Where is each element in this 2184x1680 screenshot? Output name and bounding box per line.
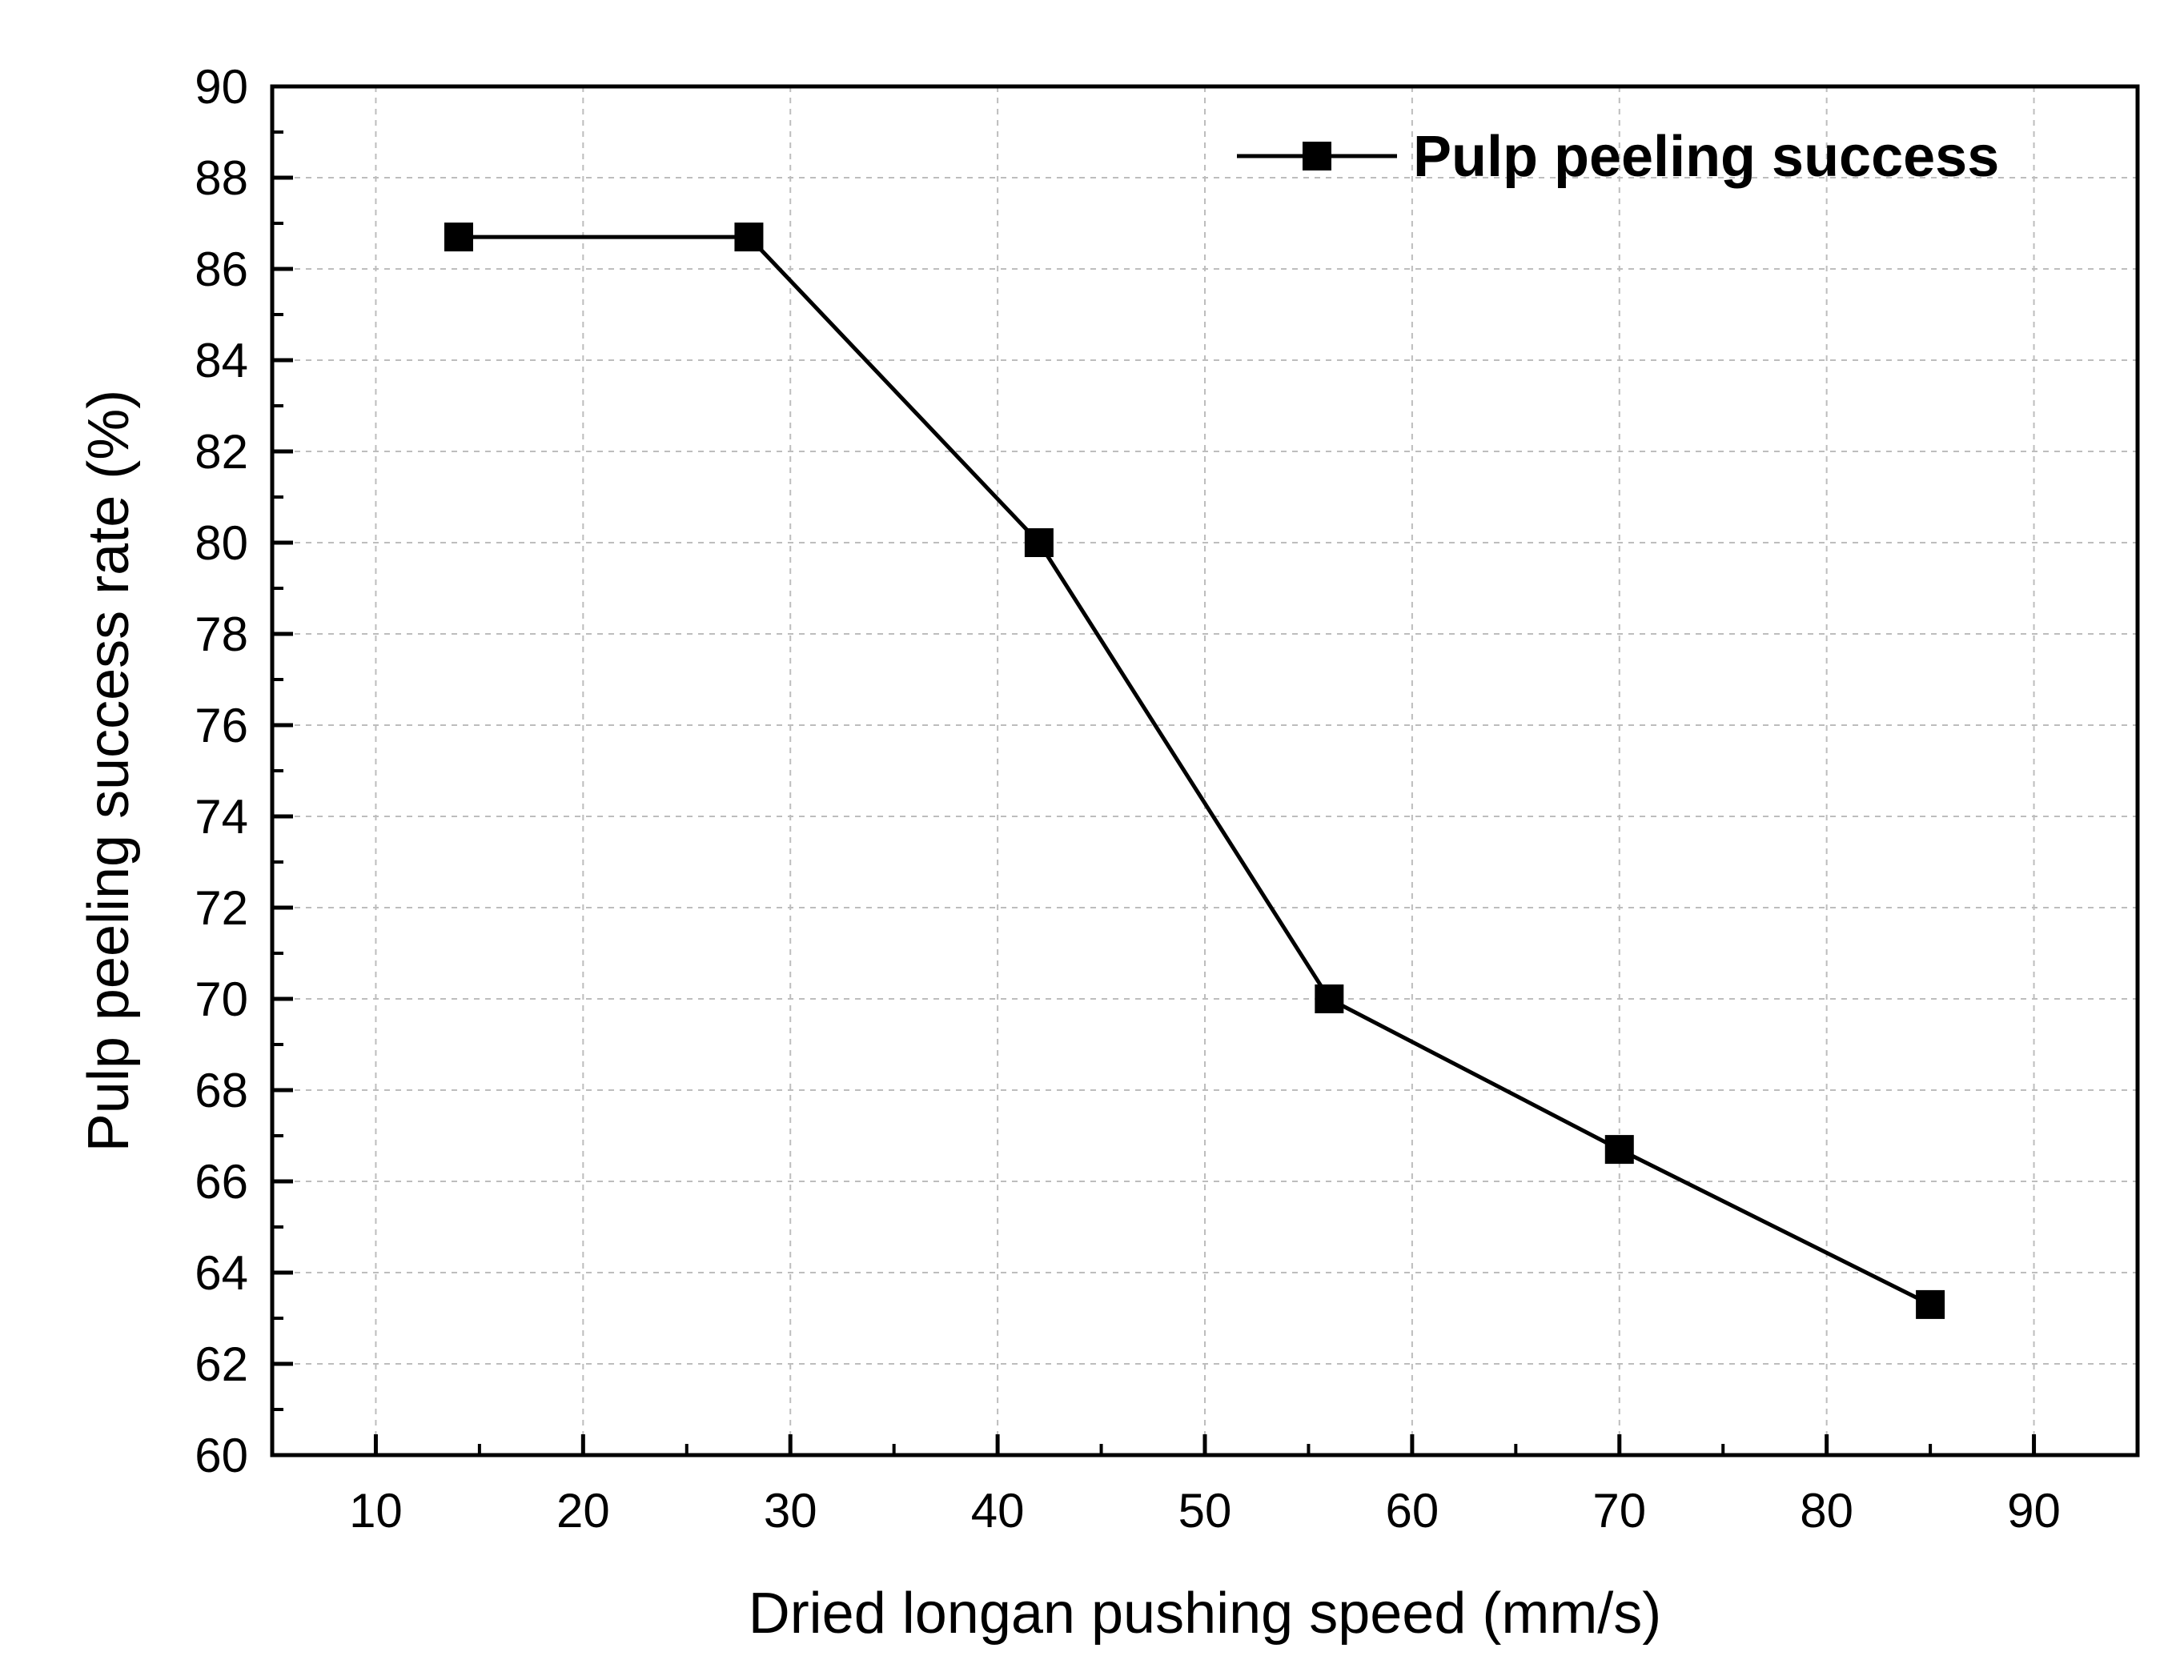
y-tick-label: 60 bbox=[195, 1429, 248, 1482]
y-tick-label: 70 bbox=[195, 972, 248, 1026]
x-tick-label: 60 bbox=[1386, 1484, 1439, 1538]
data-point-marker bbox=[734, 223, 764, 252]
axis-ticks bbox=[272, 84, 2037, 1457]
y-tick-label: 76 bbox=[195, 699, 248, 752]
x-axis-tick-labels: 10 20 30 40 50 60 70 80 90 bbox=[349, 1484, 2061, 1538]
series-line bbox=[459, 235, 1932, 1307]
y-tick-label: 80 bbox=[195, 516, 248, 570]
y-tick-label: 64 bbox=[195, 1246, 248, 1300]
x-tick-label: 40 bbox=[971, 1484, 1025, 1538]
data-point-marker bbox=[1916, 1289, 1945, 1319]
data-point-marker bbox=[1604, 1135, 1634, 1165]
y-tick-label: 68 bbox=[195, 1064, 248, 1117]
x-axis-title: Dried longan pushing speed (mm/s) bbox=[749, 1582, 1662, 1646]
y-tick-label: 72 bbox=[195, 881, 248, 935]
x-tick-label: 90 bbox=[2007, 1484, 2061, 1538]
y-axis-title: Pulp peeling success rate (%) bbox=[77, 390, 141, 1152]
x-tick-label: 30 bbox=[764, 1484, 817, 1538]
x-tick-label: 20 bbox=[556, 1484, 610, 1538]
data-series bbox=[444, 223, 1945, 1319]
x-tick-label: 70 bbox=[1592, 1484, 1646, 1538]
y-tick-label: 78 bbox=[195, 607, 248, 661]
y-tick-label: 62 bbox=[195, 1337, 248, 1391]
data-point-marker bbox=[1024, 528, 1054, 557]
y-tick-label: 66 bbox=[195, 1155, 248, 1209]
y-axis-tick-labels: 60 62 64 66 68 70 72 74 76 78 80 82 84 86 88 90 bbox=[195, 60, 248, 1482]
x-tick-label: 10 bbox=[349, 1484, 403, 1538]
grid-lines bbox=[272, 86, 2138, 1455]
y-tick-label: 88 bbox=[195, 151, 248, 205]
y-tick-label: 86 bbox=[195, 243, 248, 296]
legend-marker-square bbox=[1303, 142, 1331, 170]
y-tick-label: 82 bbox=[195, 425, 248, 479]
y-tick-label: 90 bbox=[195, 60, 248, 114]
y-tick-label: 74 bbox=[195, 790, 248, 844]
data-point-marker bbox=[1315, 984, 1344, 1013]
legend: Pulp peeling success bbox=[1237, 125, 1999, 189]
y-tick-label: 84 bbox=[195, 334, 248, 387]
legend-label: Pulp peeling success bbox=[1413, 125, 1999, 189]
x-tick-label: 80 bbox=[1800, 1484, 1853, 1538]
data-point-marker bbox=[444, 223, 473, 252]
x-tick-label: 50 bbox=[1178, 1484, 1232, 1538]
